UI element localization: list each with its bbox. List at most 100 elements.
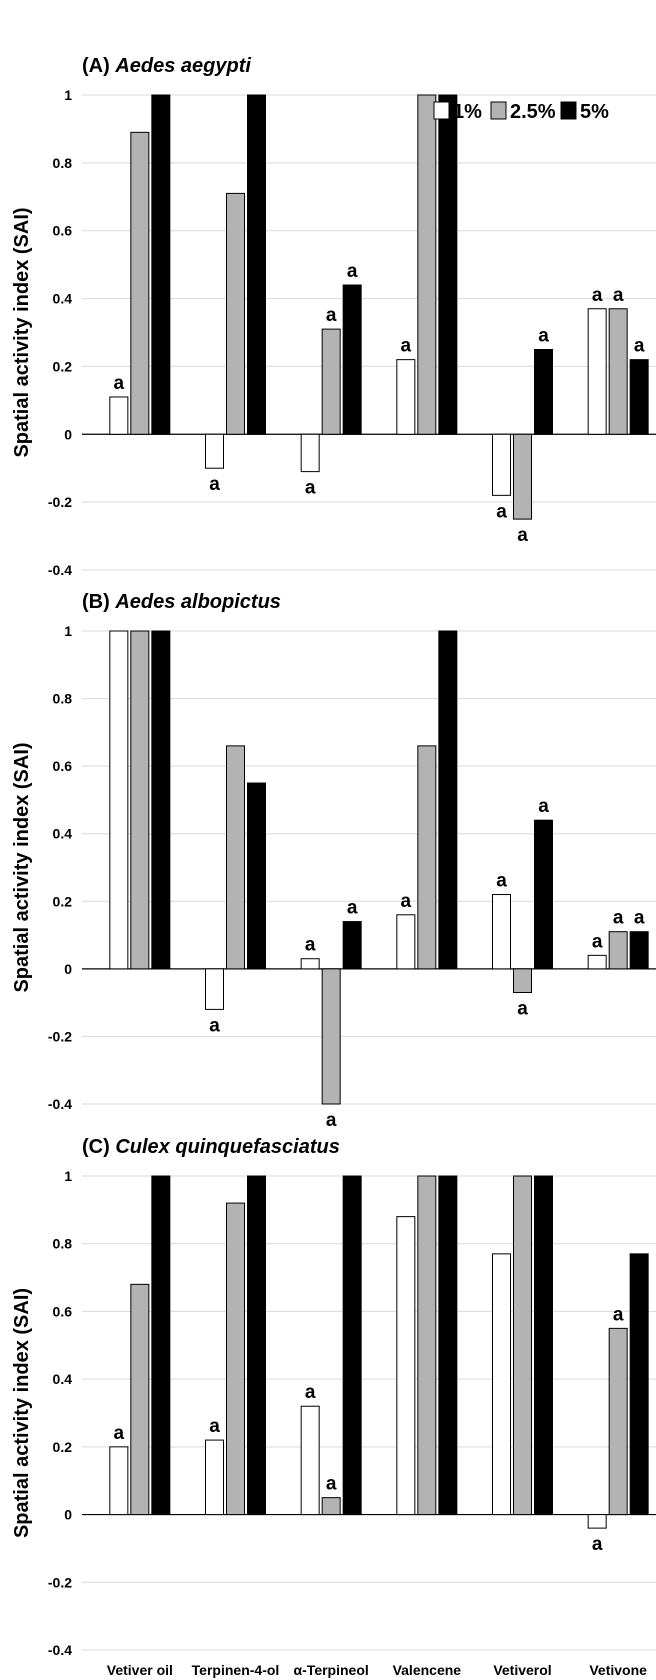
y-axis-label: Spatial activity index (SAI)	[11, 742, 33, 992]
y-tick-label: -0.2	[48, 1574, 72, 1590]
bar-2_5pct	[417, 745, 437, 970]
bar-2_5pct	[130, 630, 150, 970]
significance-letter: a	[517, 525, 528, 546]
x-category-label: Valencene	[393, 1662, 462, 1678]
bar-2_5pct	[608, 1327, 628, 1516]
bar-5pct	[629, 359, 649, 435]
y-axis-label: Spatial activity index (SAI)	[11, 1288, 33, 1538]
y-tick-label: 0.6	[53, 223, 73, 239]
significance-letter: a	[347, 898, 358, 919]
chart-panel-1: (A) Aedes aegypti -0.4 -0.2 0 0.2 0.4 0.6 0.8 1 S…	[11, 55, 656, 578]
bar-5pct	[342, 1175, 362, 1516]
x-category-label: Terpinen-4-ol	[192, 1662, 280, 1678]
bar-1pct	[396, 1216, 416, 1516]
significance-letter: a	[634, 908, 645, 929]
bar-5pct	[342, 921, 362, 970]
x-category-label: Vetivone	[589, 1662, 647, 1678]
legend-label: 1%	[453, 101, 482, 123]
y-tick-label: 0.2	[53, 358, 73, 374]
bar-2_5pct	[513, 968, 532, 994]
chart-panel-3: (C) Culex quinquefasciatus -0.4 -0.2 0 0.2 0.…	[11, 1136, 656, 1678]
panel-title-species: Culex quinquefasciatus	[115, 1136, 340, 1158]
significance-letter: a	[326, 1110, 337, 1131]
significance-letter: a	[538, 796, 549, 817]
significance-letter: a	[517, 999, 528, 1020]
significance-letter: a	[326, 1474, 337, 1495]
y-tick-label: 0.4	[53, 291, 73, 307]
bar-2_5pct	[226, 1202, 245, 1516]
bar-5pct	[151, 630, 171, 970]
x-category-label: Vetiverol	[493, 1662, 551, 1678]
significance-letter: a	[114, 373, 125, 394]
y-tick-label: -0.2	[48, 1028, 72, 1044]
bar-2_5pct	[226, 745, 245, 970]
y-tick-label: 0.8	[53, 155, 73, 171]
bar-5pct	[247, 94, 266, 435]
y-tick-label: 0.4	[53, 1371, 73, 1387]
bar-1pct	[492, 894, 511, 970]
legend-swatch	[560, 101, 577, 120]
y-tick-label: -0.4	[48, 1096, 72, 1112]
significance-letter: a	[305, 478, 316, 499]
y-tick-label: 0.4	[53, 826, 73, 842]
y-tick-label: 1	[64, 1168, 72, 1184]
y-tick-label: 0.2	[53, 893, 73, 909]
bar-1pct	[587, 308, 607, 435]
bar-5pct	[151, 94, 171, 435]
significance-letter: a	[305, 935, 316, 956]
bar-5pct	[438, 630, 458, 970]
bar-5pct	[151, 1175, 171, 1516]
bar-5pct	[247, 1175, 266, 1516]
bar-2_5pct	[513, 1175, 532, 1516]
y-tick-label: 0.6	[53, 758, 73, 774]
significance-letter: a	[592, 931, 603, 952]
significance-letter: a	[538, 325, 549, 346]
significance-letter: a	[326, 305, 337, 326]
panel-title-prefix: (A)	[82, 55, 115, 77]
y-tick-label: -0.4	[48, 1642, 72, 1658]
bar-1pct	[587, 1514, 607, 1529]
bar-1pct	[492, 433, 511, 496]
legend-label: 2.5%	[510, 101, 556, 123]
bar-1pct	[109, 396, 129, 435]
significance-letter: a	[613, 285, 624, 306]
y-tick-label: -0.2	[48, 494, 72, 510]
bar-1pct	[396, 359, 416, 435]
y-tick-label: 0	[64, 426, 72, 442]
bar-5pct	[534, 1175, 553, 1516]
legend-swatch	[433, 101, 450, 120]
significance-letter: a	[613, 1304, 624, 1325]
significance-letter: a	[209, 474, 220, 495]
bar-5pct	[438, 94, 458, 435]
legend-swatch	[490, 101, 507, 120]
y-tick-label: 0.8	[53, 1236, 73, 1252]
panel-title: (C) Culex quinquefasciatus	[82, 1136, 340, 1158]
y-tick-label: 0.6	[53, 1303, 73, 1319]
legend: 1% 2.5% 5%	[433, 101, 609, 123]
bar-2_5pct	[130, 1283, 150, 1516]
significance-letter: a	[592, 1534, 603, 1555]
bar-2_5pct	[130, 131, 150, 435]
panel-title: (B) Aedes albopictus	[82, 591, 281, 613]
significance-letter: a	[114, 1423, 125, 1444]
chart-panel-2: (B) Aedes albopictus -0.4 -0.2 0 0.2 0.4 0.6 0.…	[11, 591, 656, 1131]
bar-5pct	[342, 284, 362, 435]
bar-2_5pct	[608, 931, 628, 970]
significance-letter: a	[401, 891, 412, 912]
y-tick-label: 0.2	[53, 1439, 73, 1455]
bar-1pct	[300, 433, 320, 473]
y-tick-label: 0	[64, 961, 72, 977]
significance-letter: a	[496, 871, 507, 892]
bar-2_5pct	[417, 94, 437, 435]
bar-1pct	[396, 914, 416, 970]
significance-letter: a	[347, 261, 358, 282]
bar-1pct	[300, 958, 320, 970]
significance-letter: a	[634, 336, 645, 357]
bar-1pct	[205, 968, 224, 1010]
bar-1pct	[492, 1253, 511, 1516]
bar-2_5pct	[321, 968, 341, 1105]
legend-label: 5%	[580, 101, 609, 123]
bar-5pct	[629, 931, 649, 970]
significance-letter: a	[209, 1015, 220, 1036]
